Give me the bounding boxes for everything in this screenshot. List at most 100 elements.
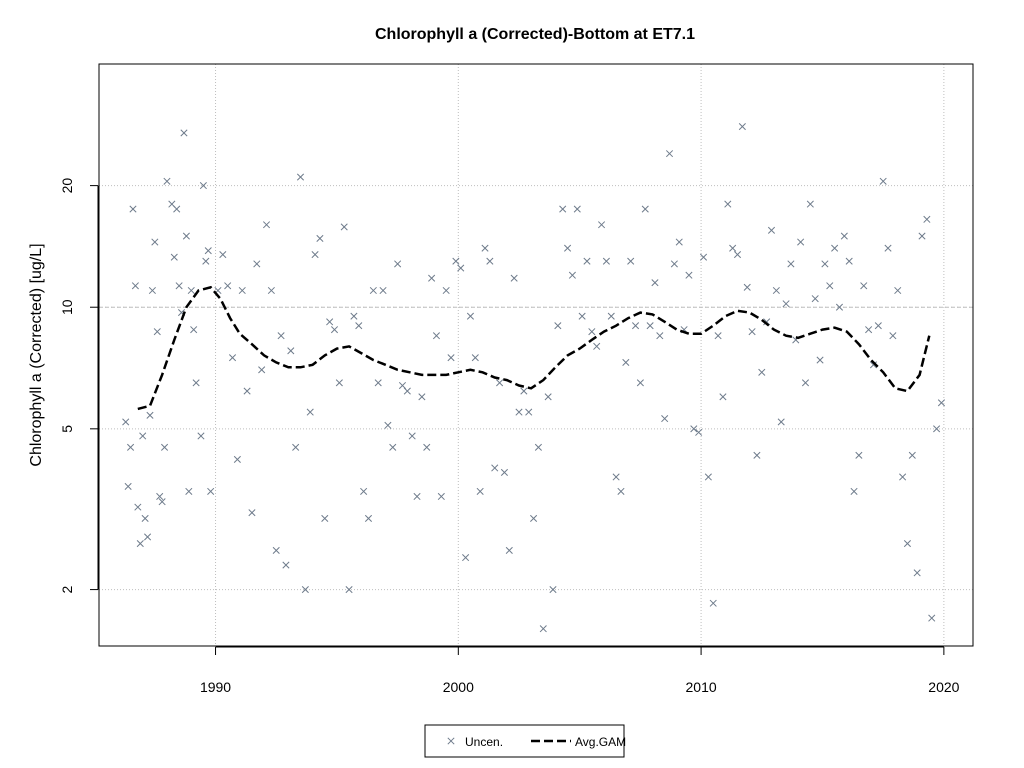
data-point <box>908 451 916 459</box>
data-point <box>714 332 722 340</box>
data-point <box>238 286 246 295</box>
data-point <box>442 286 450 295</box>
data-point <box>199 182 207 190</box>
data-point <box>190 326 198 334</box>
data-point <box>151 238 159 246</box>
legend-marker-uncen <box>447 737 455 745</box>
data-point <box>182 232 190 240</box>
data-point <box>719 393 727 401</box>
line-series-avg-gam <box>137 285 931 411</box>
data-point <box>661 415 669 423</box>
data-point <box>282 561 290 569</box>
data-point <box>197 432 205 440</box>
data-point <box>554 322 562 330</box>
data-point <box>243 387 251 395</box>
data-point <box>350 312 358 320</box>
data-point <box>418 393 426 401</box>
data-point <box>583 257 591 265</box>
data-point <box>384 421 392 429</box>
x-tick-label: 1990 <box>200 679 231 695</box>
data-point <box>564 244 572 252</box>
data-point <box>335 379 343 387</box>
y-tick-label: 5 <box>59 425 75 433</box>
y-axis-label: Chlorophyll a (Corrected) [ug/L] <box>28 243 45 466</box>
data-point <box>326 318 334 326</box>
data-point <box>646 322 654 330</box>
data-point <box>476 487 484 495</box>
data-point <box>573 205 581 213</box>
data-point <box>758 368 766 376</box>
data-point <box>767 226 776 234</box>
data-point <box>471 354 479 362</box>
data-point <box>452 257 460 265</box>
data-point <box>160 443 169 451</box>
data-point <box>428 274 436 282</box>
data-point <box>413 492 421 501</box>
data-point <box>207 487 215 495</box>
data-point <box>330 326 339 334</box>
data-point <box>816 356 824 364</box>
data-point <box>753 451 761 459</box>
data-point <box>699 253 708 261</box>
data-point <box>879 177 887 185</box>
data-point <box>821 260 829 268</box>
data-point <box>811 295 819 303</box>
data-point <box>826 282 834 290</box>
data-point <box>127 443 135 451</box>
data-point <box>860 282 868 290</box>
data-point <box>292 443 300 451</box>
legend-box <box>424 724 625 758</box>
data-point <box>899 473 907 481</box>
data-point <box>432 332 441 340</box>
data-point <box>937 399 945 407</box>
data-point <box>457 264 465 272</box>
data-point <box>496 379 504 387</box>
data-point <box>187 286 195 295</box>
plot-frame <box>98 63 974 647</box>
data-point <box>403 387 411 395</box>
data-point <box>845 257 853 265</box>
data-point <box>379 286 387 295</box>
legend-label-avg-gam: Avg.GAM <box>575 735 626 749</box>
data-point <box>772 286 780 295</box>
data-point <box>374 379 382 387</box>
y-tick-label: 2 <box>59 585 75 593</box>
data-point <box>139 432 147 440</box>
data-point <box>704 473 712 481</box>
data-point <box>568 271 576 279</box>
data-point <box>296 173 305 181</box>
data-point <box>724 200 732 208</box>
data-point <box>321 514 329 522</box>
data-point <box>131 282 139 290</box>
data-point <box>185 487 193 495</box>
data-point <box>685 271 693 279</box>
data-point <box>173 205 181 213</box>
data-point <box>267 286 275 295</box>
data-point <box>466 312 475 320</box>
data-point <box>398 381 407 390</box>
data-point <box>777 418 785 426</box>
data-point <box>505 546 513 554</box>
data-point <box>153 328 161 336</box>
data-point <box>544 393 552 401</box>
data-point <box>486 257 494 265</box>
data-point <box>597 221 606 229</box>
data-point <box>748 328 756 336</box>
data-point <box>219 251 227 259</box>
data-point <box>515 408 523 416</box>
data-point <box>369 286 377 295</box>
data-point <box>738 123 746 131</box>
data-point <box>262 221 271 229</box>
data-point <box>158 498 166 506</box>
legend-label-uncen: Uncen. <box>465 735 503 749</box>
data-point <box>578 312 586 320</box>
data-point <box>437 492 445 501</box>
data-point <box>651 279 659 287</box>
data-point <box>831 244 839 252</box>
data-point <box>787 260 795 268</box>
data-point <box>869 361 878 369</box>
data-point <box>180 129 188 137</box>
data-point <box>481 244 489 252</box>
x-tick-label: 2020 <box>928 679 959 695</box>
